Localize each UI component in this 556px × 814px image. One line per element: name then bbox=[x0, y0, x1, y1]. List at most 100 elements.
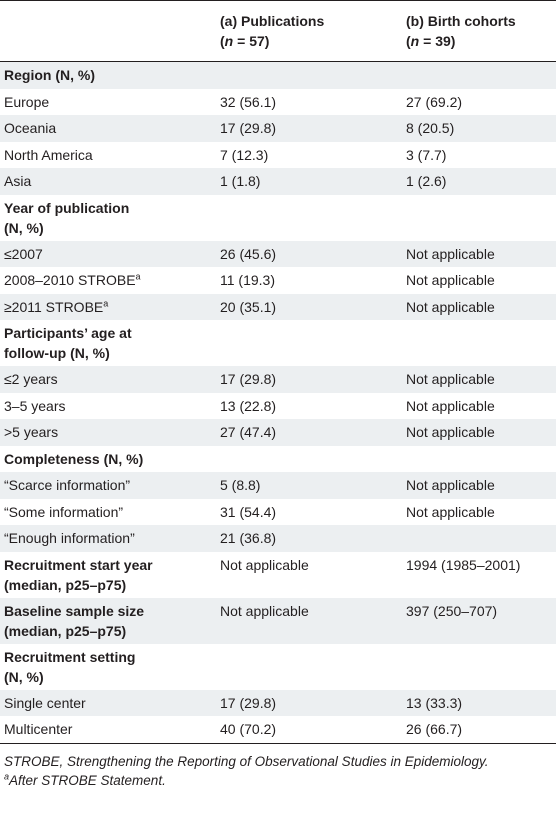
row-label: >5 years bbox=[4, 424, 59, 440]
header-birth-cohorts-n: (n = 39) bbox=[406, 33, 456, 49]
cell-birth-cohorts: Not applicable bbox=[406, 298, 495, 315]
footnote-marker: a bbox=[135, 271, 141, 282]
header-publications-n: (n = 57) bbox=[220, 33, 270, 49]
cell-publications: 32 (56.1) bbox=[220, 93, 277, 110]
cell-birth-cohorts: 397 (250–707) bbox=[406, 602, 498, 619]
cell-publications: 1 (1.8) bbox=[220, 173, 261, 189]
footnote-marker: a bbox=[103, 297, 109, 308]
category-row: Baseline sample size (median, p25–p75) Not… bbox=[0, 597, 556, 644]
cell-birth-cohorts: 8 (20.5) bbox=[406, 120, 455, 136]
table-header: (a) Publications (n = 57) (b) Birth coho… bbox=[0, 0, 556, 62]
header-publications: (a) Publications (n = 57) bbox=[220, 11, 324, 51]
cell-publications: 31 (54.4) bbox=[220, 503, 277, 520]
category-row: Participants’ age at follow-up (N, %) bbox=[0, 320, 556, 366]
table-row: ≥2011 STROBEa 20 (35.1) Not applicable bbox=[0, 293, 556, 321]
row-label: Multicenter bbox=[4, 721, 73, 737]
row-label: Asia bbox=[4, 173, 32, 189]
cell-publications: Not applicable bbox=[220, 556, 309, 573]
category-row: Completeness (N, %) bbox=[0, 446, 556, 473]
cell-birth-cohorts: 26 (66.7) bbox=[406, 721, 463, 737]
row-label-line1: Participants’ age at bbox=[4, 325, 132, 341]
row-label: Europe bbox=[4, 93, 50, 110]
table-bottom-rule bbox=[0, 742, 556, 744]
cell-publications: 11 (19.3) bbox=[220, 272, 275, 288]
row-label: Single center bbox=[4, 694, 86, 711]
cell-birth-cohorts: Not applicable bbox=[406, 503, 495, 520]
header-birth-cohorts: (b) Birth cohorts (n = 39) bbox=[406, 11, 516, 51]
cell-birth-cohorts: Not applicable bbox=[406, 272, 495, 288]
row-label: “Some information” bbox=[4, 503, 124, 520]
data-table: (a) Publications (n = 57) (b) Birth coho… bbox=[0, 0, 556, 790]
row-label: Baseline sample size (median, p25–p75) bbox=[4, 601, 144, 641]
table-row: Multicenter 40 (70.2) 26 (66.7) bbox=[0, 716, 556, 743]
table-row: “Enough information” 21 (36.8) bbox=[0, 525, 556, 552]
footnote-a: aAfter STROBE Statement. bbox=[4, 771, 166, 788]
footnote-abbreviation: STROBE, Strengthening the Reporting of O… bbox=[4, 753, 489, 769]
row-label: ≤2007 bbox=[4, 245, 43, 262]
table-row: North America 7 (12.3) 3 (7.7) bbox=[0, 142, 556, 169]
cell-publications: 17 (29.8) bbox=[220, 120, 277, 136]
cell-birth-cohorts: Not applicable bbox=[406, 477, 495, 493]
table-row: “Scarce information” 5 (8.8) Not applicabl… bbox=[0, 472, 556, 499]
category-row: Year of publication (N, %) bbox=[0, 195, 556, 241]
row-label-line2: (median, p25–p75) bbox=[4, 622, 127, 639]
cell-publications: 21 (36.8) bbox=[220, 530, 277, 546]
row-label-line2: follow-up (N, %) bbox=[4, 345, 110, 361]
row-label-line2: (median, p25–p75) bbox=[4, 576, 127, 593]
category-row: Recruitment setting (N, %) bbox=[0, 644, 556, 690]
table-row: Oceania 17 (29.8) 8 (20.5) bbox=[0, 115, 556, 142]
cell-publications: 7 (12.3) bbox=[220, 146, 269, 163]
cell-publications: 27 (47.4) bbox=[220, 424, 277, 440]
row-label: Recruitment setting (N, %) bbox=[4, 647, 135, 687]
cell-publications: 26 (45.6) bbox=[220, 245, 277, 262]
cell-publications: 17 (29.8) bbox=[220, 371, 277, 387]
cell-birth-cohorts: 1994 (1985–2001) bbox=[406, 556, 521, 573]
table-footnotes: STROBE, Strengthening the Reporting of O… bbox=[0, 744, 556, 790]
row-label: Recruitment start year (median, p25–p75) bbox=[4, 555, 153, 595]
cell-publications: 40 (70.2) bbox=[220, 721, 277, 737]
category-row: Recruitment start year (median, p25–p75) N… bbox=[0, 552, 556, 598]
row-label-line1: Recruitment setting bbox=[4, 648, 136, 665]
cell-publications: 20 (35.1) bbox=[220, 298, 277, 315]
table-row: Asia 1 (1.8) 1 (2.6) bbox=[0, 168, 556, 195]
table-row: “Some information” 31 (54.4) Not applicabl… bbox=[0, 499, 556, 526]
cell-birth-cohorts: Not applicable bbox=[406, 245, 495, 262]
row-label: Oceania bbox=[4, 120, 57, 136]
header-publications-title: (a) Publications bbox=[220, 13, 325, 29]
row-label-line2: (N, %) bbox=[4, 219, 44, 236]
row-label-text: 2008–2010 STROBE bbox=[4, 272, 136, 288]
cell-birth-cohorts: 3 (7.7) bbox=[406, 146, 447, 163]
category-row: Region (N, %) bbox=[0, 62, 556, 89]
row-label: North America bbox=[4, 146, 93, 163]
table-row: Europe 32 (56.1) 27 (69.2) bbox=[0, 89, 556, 116]
cell-birth-cohorts: 1 (2.6) bbox=[406, 173, 447, 189]
row-label-line1: Recruitment start year bbox=[4, 556, 153, 573]
row-label: Region (N, %) bbox=[4, 67, 95, 83]
table-row: 2008–2010 STROBEa 11 (19.3) Not applicable bbox=[0, 267, 556, 294]
cell-publications: 5 (8.8) bbox=[220, 477, 261, 493]
table-row: ≤2 years 17 (29.8) Not applicable bbox=[0, 366, 556, 393]
table-row: 3–5 years 13 (22.8) Not applicable bbox=[0, 393, 556, 420]
row-label: Participants’ age at follow-up (N, %) bbox=[4, 323, 132, 363]
row-label-line1: Year of publication bbox=[4, 199, 130, 216]
cell-birth-cohorts: 27 (69.2) bbox=[406, 93, 463, 110]
row-label: ≤2 years bbox=[4, 371, 58, 387]
row-label: 3–5 years bbox=[4, 397, 66, 414]
cell-birth-cohorts: Not applicable bbox=[406, 397, 495, 414]
cell-publications: Not applicable bbox=[220, 602, 309, 619]
row-label-line1: Baseline sample size bbox=[4, 602, 145, 619]
cell-birth-cohorts: Not applicable bbox=[406, 424, 495, 440]
header-birth-cohorts-title: (b) Birth cohorts bbox=[406, 13, 516, 29]
row-label: “Scarce information” bbox=[4, 477, 131, 493]
table-row: Single center 17 (29.8) 13 (33.3) bbox=[0, 689, 556, 716]
row-label-text: ≥2011 STROBE bbox=[4, 298, 104, 315]
row-label-line2: (N, %) bbox=[4, 668, 44, 685]
cell-birth-cohorts: 13 (33.3) bbox=[406, 694, 463, 711]
table-row: >5 years 27 (47.4) Not applicable bbox=[0, 419, 556, 446]
table-body: Region (N, %) Europe 32 (56.1) 27 (69.2) Oce… bbox=[0, 62, 556, 743]
row-label: “Enough information” bbox=[4, 530, 135, 546]
table-row: ≤2007 26 (45.6) Not applicable bbox=[0, 240, 556, 267]
cell-birth-cohorts: Not applicable bbox=[406, 371, 495, 387]
row-label: ≥2011 STROBEa bbox=[4, 294, 108, 321]
row-label: 2008–2010 STROBEa bbox=[4, 267, 141, 294]
